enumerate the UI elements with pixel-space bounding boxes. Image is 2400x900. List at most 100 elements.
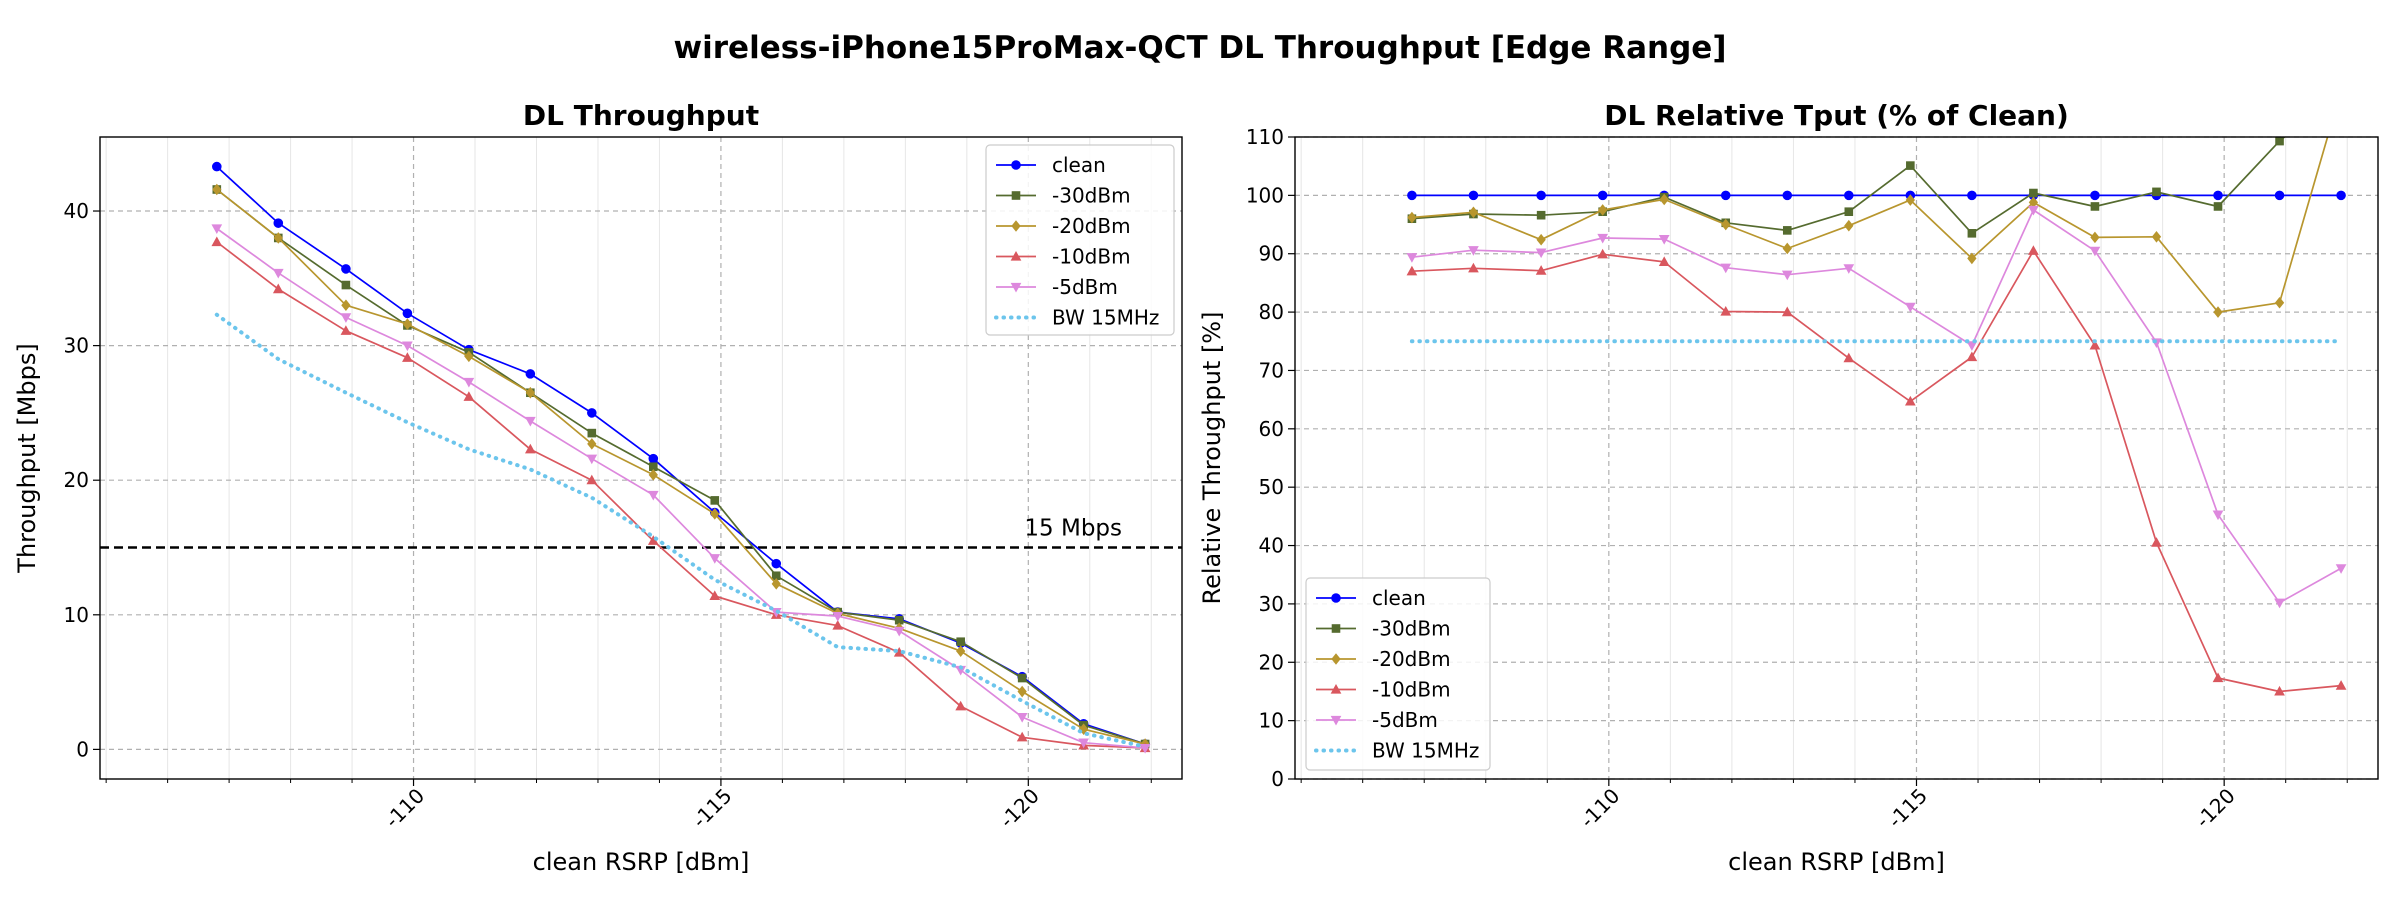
data-point-clean — [1468, 190, 1479, 201]
data-point-30dbm — [2090, 202, 2100, 211]
legend-label-30dbm: -30dBm — [1372, 617, 1451, 641]
series-line-30dbm — [1411, 137, 2286, 235]
data-point-10dbm — [2274, 685, 2285, 696]
x-tick-label: -110 — [380, 784, 429, 833]
data-point-30dbm — [2275, 137, 2284, 146]
legend-label-20dbm: -20dBm — [1372, 647, 1451, 671]
data-point-5dbm — [586, 454, 598, 465]
data-point-20dbm — [2213, 306, 2223, 318]
data-point-20dbm — [1468, 206, 1479, 219]
series-line-30dbm — [216, 188, 1146, 745]
figure-suptitle: wireless-iPhone15ProMax-QCT DL Throughpu… — [674, 30, 1727, 66]
series-line-5dbm — [1411, 209, 2342, 604]
data-point-30dbm — [341, 280, 351, 290]
y-tick-label: 10 — [1259, 709, 1284, 733]
data-point-5dbm — [1406, 253, 1418, 263]
legend-label-bw-15mhz: BW 15MHz — [1052, 306, 1159, 330]
data-point-20dbm — [341, 299, 351, 312]
x-tick-label: -120 — [995, 784, 1044, 833]
data-point-5dbm — [340, 313, 352, 323]
data-point-20dbm — [1017, 685, 1027, 698]
y-tick-label: 20 — [1259, 650, 1284, 674]
data-point-5dbm — [272, 268, 284, 279]
data-point-10dbm — [1720, 305, 1732, 316]
data-point-5dbm — [1016, 712, 1028, 723]
data-point-30dbm — [1967, 229, 1977, 238]
y-tick-label: 80 — [1259, 300, 1284, 324]
legend-marker-10dbm — [1010, 250, 1022, 261]
data-point-30dbm — [2152, 187, 2161, 197]
legend-label-10dbm: -10dBm — [1372, 678, 1451, 702]
data-point-clean — [1844, 190, 1854, 201]
data-point-5dbm — [211, 224, 223, 235]
data-point-5dbm — [402, 341, 413, 352]
data-point-10dbm — [709, 590, 721, 601]
data-point-clean — [212, 161, 222, 172]
data-point-20dbm — [1536, 233, 1546, 246]
data-point-30dbm — [2337, 87, 2345, 95]
data-point-clean — [587, 408, 597, 418]
y-axis-label: Relative Throughput [%] — [1198, 312, 1226, 605]
data-point-clean — [648, 453, 659, 464]
data-point-clean — [1407, 190, 1417, 201]
y-tick-label: 60 — [1259, 417, 1284, 441]
x-tick-label: -115 — [687, 784, 736, 833]
data-point-clean — [1597, 190, 1608, 201]
data-point-20dbm — [464, 350, 474, 363]
y-tick-label: 0 — [1271, 767, 1284, 791]
legend-marker-5dbm — [1010, 282, 1022, 293]
data-point-30dbm — [1536, 210, 1546, 220]
data-point-30dbm — [587, 428, 597, 438]
data-point-clean — [1536, 190, 1546, 201]
y-tick-label: 20 — [64, 468, 89, 492]
series-line-20dbm — [1411, 137, 2329, 313]
axes-frame — [1294, 136, 2379, 780]
data-point-5dbm — [1781, 270, 1793, 281]
data-point-10dbm — [2335, 680, 2347, 690]
data-point-10dbm — [524, 443, 536, 454]
data-point-10dbm — [402, 352, 413, 362]
data-point-30dbm — [2213, 202, 2223, 211]
x-axis-label: clean RSRP [dBm] — [1728, 848, 1945, 876]
data-point-20dbm — [1967, 252, 1977, 265]
data-point-5dbm — [1535, 248, 1547, 259]
data-point-5dbm — [1904, 302, 1916, 313]
data-point-10dbm — [1597, 248, 1609, 259]
data-point-5dbm — [463, 377, 475, 388]
chart-panel-1: -110 -115 -120 0 10 20 30 40 15 Mbps DL Throughpu… — [13, 99, 1183, 876]
legend-marker-30dbm — [1011, 191, 1021, 200]
x-tick-label: -110 — [1575, 784, 1624, 833]
data-point-20dbm — [648, 469, 658, 481]
legend-marker-5dbm — [1330, 715, 1342, 726]
data-point-10dbm — [955, 700, 967, 711]
y-tick-label: 70 — [1259, 358, 1284, 382]
series-line-10dbm — [1411, 249, 2342, 693]
data-point-20dbm — [1782, 242, 1792, 255]
data-point-30dbm — [956, 637, 965, 647]
data-point-20dbm — [956, 645, 966, 657]
data-point-5dbm — [1843, 264, 1855, 274]
axes-frame — [99, 136, 1183, 780]
data-point-10dbm — [586, 474, 598, 485]
data-point-5dbm — [1468, 246, 1479, 256]
data-point-clean — [341, 264, 351, 274]
data-point-clean — [771, 558, 782, 569]
data-point-clean — [273, 218, 284, 228]
data-point-30dbm — [1844, 207, 1854, 217]
data-point-5dbm — [2274, 598, 2285, 609]
data-point-5dbm — [2089, 246, 2101, 257]
data-point-20dbm — [1659, 193, 1669, 206]
data-point-20dbm — [273, 232, 283, 244]
data-point-10dbm — [463, 391, 475, 401]
y-tick-label: 10 — [64, 603, 89, 627]
data-point-10dbm — [1904, 395, 1916, 406]
data-point-clean — [402, 308, 413, 319]
data-point-20dbm — [2337, 85, 2345, 95]
data-point-10dbm — [2212, 672, 2224, 683]
data-point-30dbm — [1906, 161, 1915, 170]
data-point-5dbm — [524, 416, 536, 427]
data-point-20dbm — [1598, 204, 1608, 216]
data-point-5dbm — [1720, 263, 1732, 274]
data-point-5dbm — [893, 626, 905, 637]
